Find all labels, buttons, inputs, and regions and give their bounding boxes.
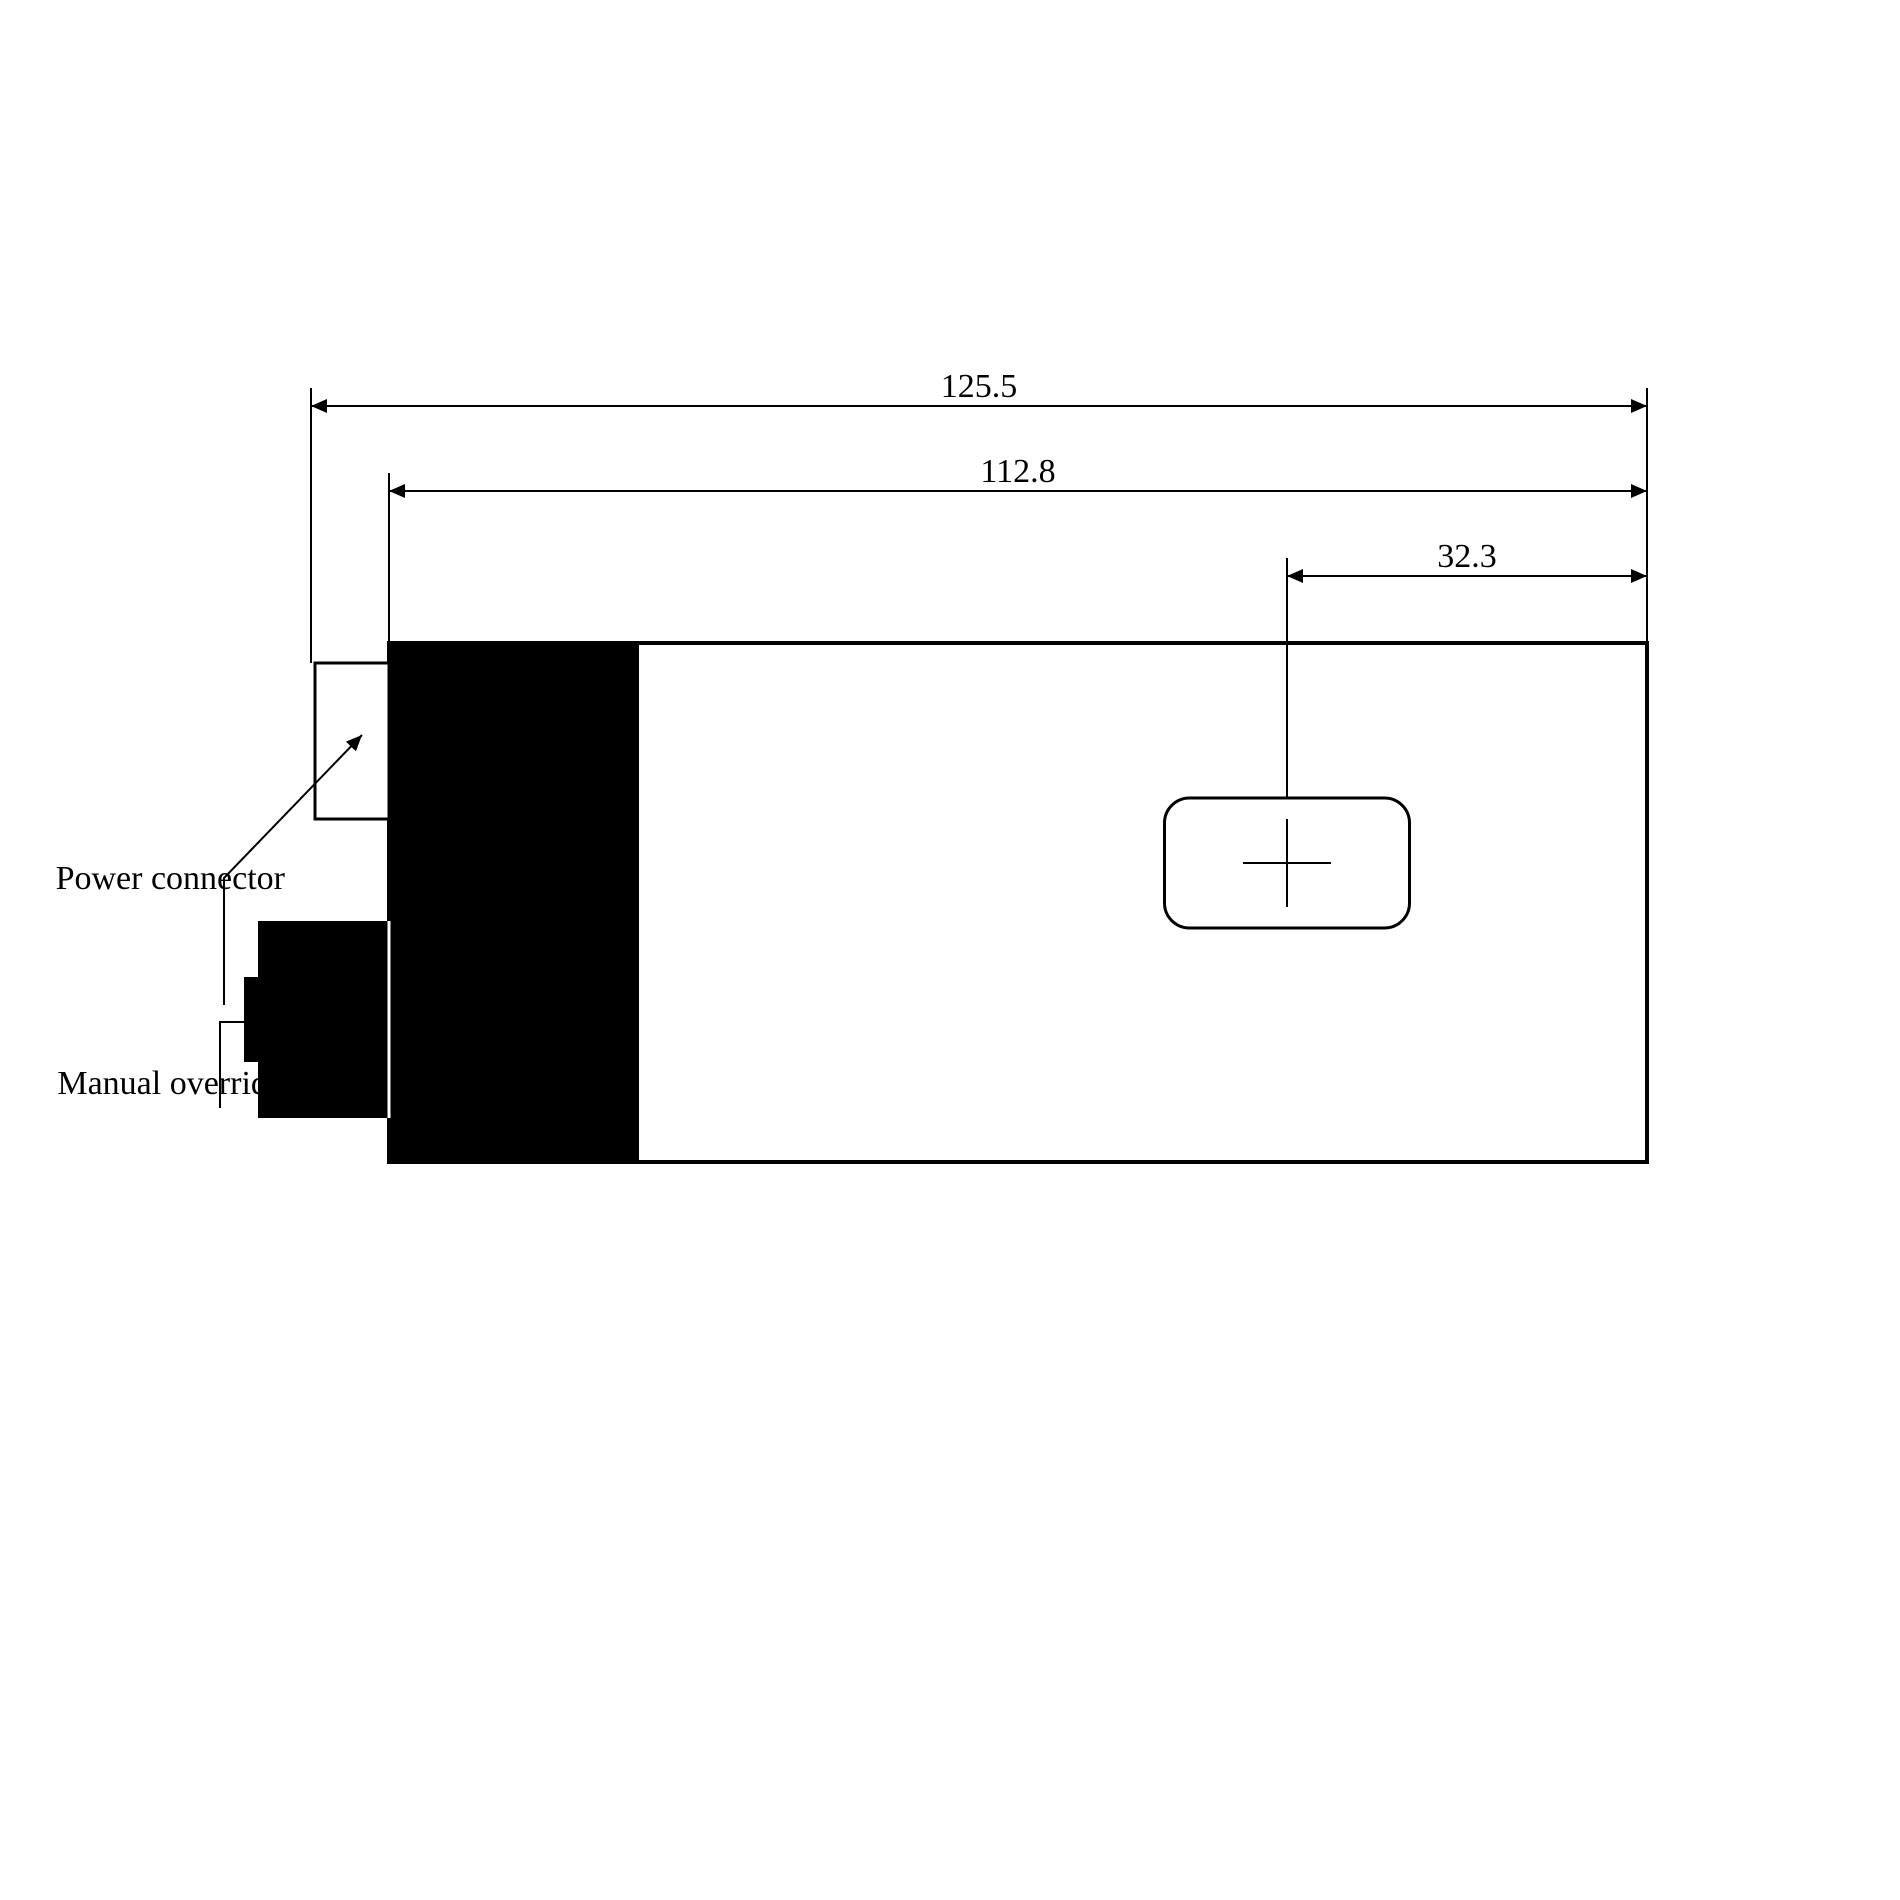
mounting-slot xyxy=(1165,798,1410,928)
label-power-connector: Power connector xyxy=(56,860,286,897)
power-connector xyxy=(315,663,389,819)
manual-override-stub xyxy=(244,977,258,1062)
dim-value-112-8: 112.8 xyxy=(980,453,1055,490)
dim-value-32-3: 32.3 xyxy=(1437,538,1497,575)
dim-value-125-5: 125.5 xyxy=(941,368,1018,405)
device-body xyxy=(244,643,1647,1162)
label-manual-override: Manual override xyxy=(57,1065,283,1102)
black-column xyxy=(389,643,639,1162)
technical-drawing: 125.5 112.8 32.3 Power connector Manual … xyxy=(0,0,1900,1900)
